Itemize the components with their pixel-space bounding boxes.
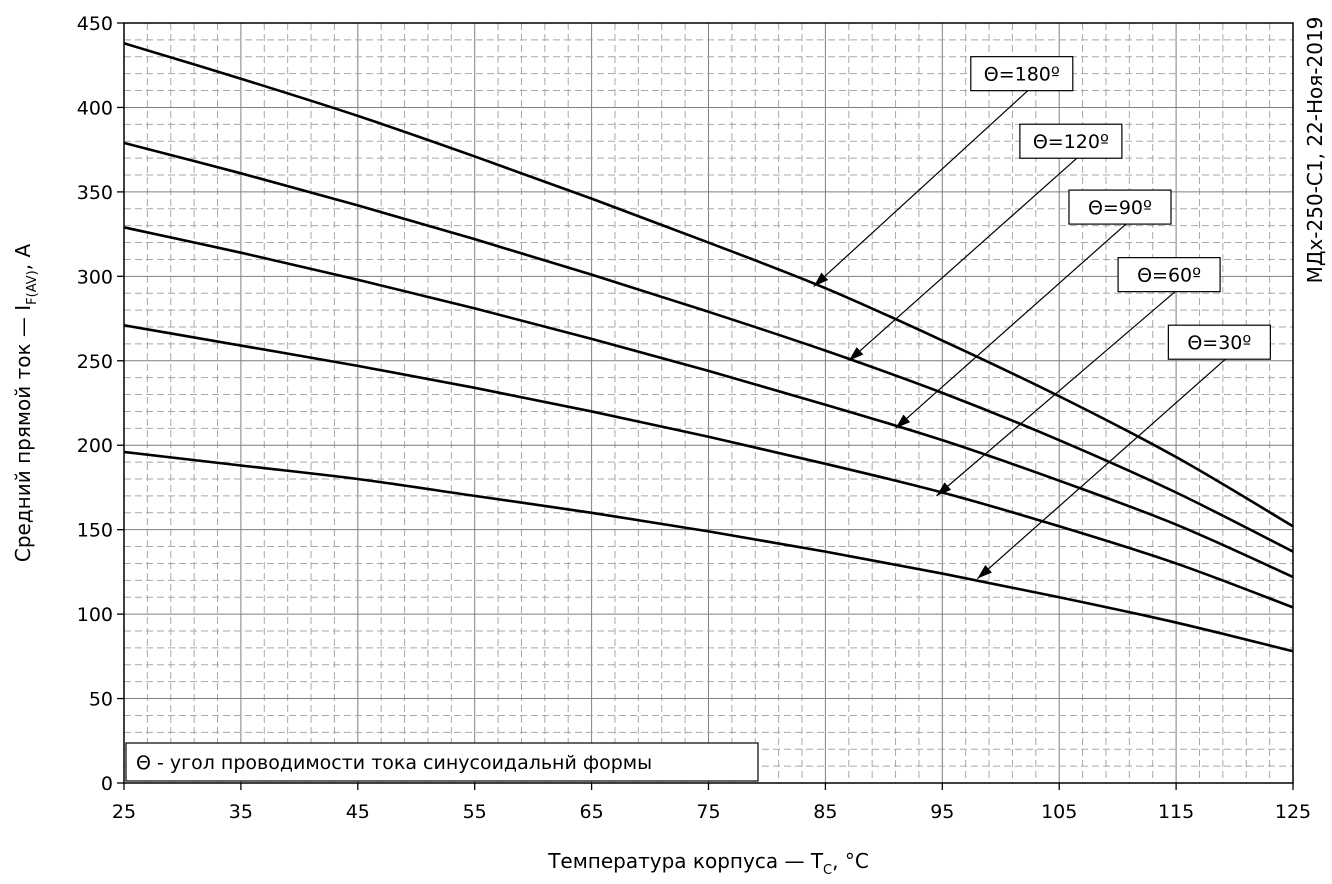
- series-label: Θ=180º: [984, 64, 1060, 86]
- series-lines: [123, 42, 1294, 653]
- series-label: Θ=60º: [1137, 265, 1201, 287]
- series-line-3: [123, 324, 1294, 609]
- series-line-2: [123, 226, 1294, 579]
- arrow-line: [895, 223, 1127, 429]
- y-tick-label: 0: [101, 773, 113, 795]
- side-label: МДх-250-С1, 22-Ноя-2019: [1303, 17, 1327, 284]
- arrow-head: [848, 347, 864, 361]
- series-label: Θ=30º: [1187, 332, 1251, 354]
- x-tick-label: 55: [463, 801, 487, 823]
- series-label-box: [970, 56, 1074, 92]
- arrow-line: [976, 358, 1226, 580]
- series-annotation-2: Θ=90º: [895, 189, 1172, 429]
- y-tick-label: 100: [77, 604, 113, 626]
- series-labels: Θ=180º Θ=120º Θ=90º Θ=60º Θ=30º: [813, 56, 1271, 580]
- arrow-head: [936, 482, 952, 496]
- series-annotation-0: Θ=180º: [813, 56, 1074, 287]
- x-axis: 25 35 45 55 65 75 85 95 105 115 125: [112, 783, 1311, 823]
- note-text: Θ - угол проводимости тока синусоидальнй…: [136, 752, 652, 774]
- y-tick-label: 150: [77, 520, 113, 542]
- series-label-box: [1167, 324, 1271, 360]
- x-tick-label: 115: [1158, 801, 1194, 823]
- series-label-box: [1068, 189, 1172, 225]
- y-tick-label: 400: [77, 97, 113, 119]
- series-label: Θ=90º: [1088, 197, 1152, 219]
- series-label: Θ=120º: [1033, 131, 1109, 153]
- x-axis-title: Температура корпуса — TC, °C: [547, 849, 869, 878]
- series-label-box: [1117, 257, 1221, 293]
- x-tick-label: 75: [696, 801, 720, 823]
- y-tick-label: 300: [77, 266, 113, 288]
- x-tick-label: 125: [1275, 801, 1311, 823]
- series-label-box: [1019, 123, 1123, 159]
- x-tick-label: 95: [930, 801, 954, 823]
- y-tick-label: 350: [77, 182, 113, 204]
- arrow-line: [813, 90, 1029, 287]
- x-tick-label: 25: [112, 801, 136, 823]
- arrow-line: [936, 291, 1176, 497]
- series-line-0: [123, 42, 1294, 528]
- arrow-head: [895, 414, 911, 429]
- series-annotation-1: Θ=120º: [848, 123, 1123, 362]
- note-frame: [125, 742, 759, 782]
- grid: [123, 22, 1294, 784]
- arrow-head: [977, 564, 992, 579]
- series-annotation-4: Θ=30º: [976, 324, 1271, 580]
- series-line-1: [123, 141, 1294, 553]
- x-tick-label: 65: [580, 801, 604, 823]
- x-tick-label: 45: [346, 801, 370, 823]
- arrow-line: [848, 157, 1078, 362]
- x-tick-label: 85: [813, 801, 837, 823]
- note-box: Θ - угол проводимости тока синусоидальнй…: [125, 742, 759, 782]
- y-tick-label: 200: [77, 435, 113, 457]
- series-line-4: [123, 450, 1294, 653]
- y-axis: 0 50 100 150 200 250 300 350 400 450: [77, 13, 124, 795]
- x-tick-label: 105: [1041, 801, 1077, 823]
- y-axis-title: Средний прямой ток — IF(AV), А: [11, 244, 40, 563]
- x-tick-label: 35: [229, 801, 253, 823]
- y-tick-label: 250: [77, 351, 113, 373]
- series-annotation-3: Θ=60º: [936, 257, 1221, 497]
- y-tick-label: 50: [89, 689, 113, 711]
- arrow-head: [813, 272, 829, 287]
- y-tick-label: 450: [77, 13, 113, 35]
